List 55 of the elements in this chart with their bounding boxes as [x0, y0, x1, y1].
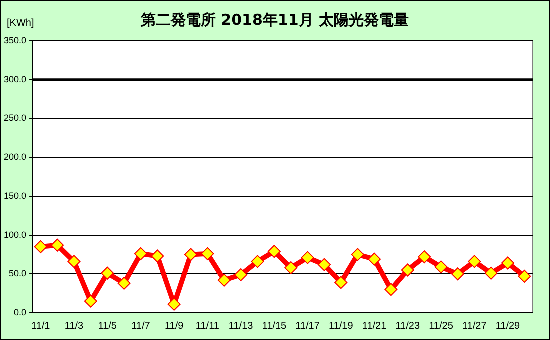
point [418, 250, 432, 264]
y-tick-label: 50.0 [8, 268, 27, 279]
x-tick-label: 11/21 [362, 320, 388, 332]
point [368, 252, 382, 266]
y-axis-title: [KWh] [7, 18, 34, 29]
x-tick-label: 11/23 [396, 320, 420, 332]
y-tick-label: 150.0 [4, 190, 27, 201]
point [501, 256, 514, 270]
point [451, 268, 464, 281]
x-tick-label: 11/9 [164, 320, 184, 332]
point [168, 298, 181, 311]
point [334, 276, 348, 290]
point [201, 247, 214, 260]
y-tick-label: 250.0 [4, 113, 27, 124]
y-tick-label: 0.0 [14, 307, 27, 318]
x-tick-label: 11/25 [429, 320, 454, 332]
point [51, 238, 64, 252]
y-tick-label: 300.0 [4, 74, 27, 84]
point [84, 294, 98, 308]
point [351, 248, 364, 262]
point [184, 248, 198, 262]
point [118, 276, 131, 290]
point [284, 261, 298, 274]
point [101, 266, 114, 280]
point [384, 283, 398, 296]
x-tick-label: 11/17 [296, 320, 320, 332]
point [518, 270, 532, 283]
x-tick-label: 11/5 [98, 320, 118, 332]
point [68, 255, 81, 268]
point [268, 245, 281, 258]
x-tick-label: 11/19 [329, 320, 354, 332]
y-tick-label: 200.0 [4, 152, 27, 162]
point [151, 250, 164, 263]
point [401, 264, 414, 277]
x-tick-label: 11/29 [496, 320, 521, 332]
x-tick-label: 11/27 [462, 320, 488, 332]
y-tick-label: 350.0 [4, 35, 27, 46]
point [484, 266, 498, 280]
y-tick-label: 100.0 [4, 230, 27, 240]
point [434, 260, 448, 274]
chart-title: 第二発電所 2018年11月 太陽光発電量 [140, 11, 410, 29]
x-tick-label: 11/13 [228, 320, 254, 332]
point [301, 251, 314, 264]
x-tick-label: 11/3 [64, 320, 84, 332]
point [218, 274, 231, 287]
x-tick-label: 11/11 [196, 320, 220, 332]
x-tick-label: 11/1 [31, 320, 51, 332]
point [468, 255, 482, 268]
point [318, 258, 331, 272]
x-tick-label: 11/15 [262, 320, 287, 332]
point [34, 240, 48, 254]
x-tick-label: 11/7 [132, 320, 151, 332]
point [134, 247, 148, 260]
point [251, 255, 264, 268]
point [234, 268, 248, 282]
